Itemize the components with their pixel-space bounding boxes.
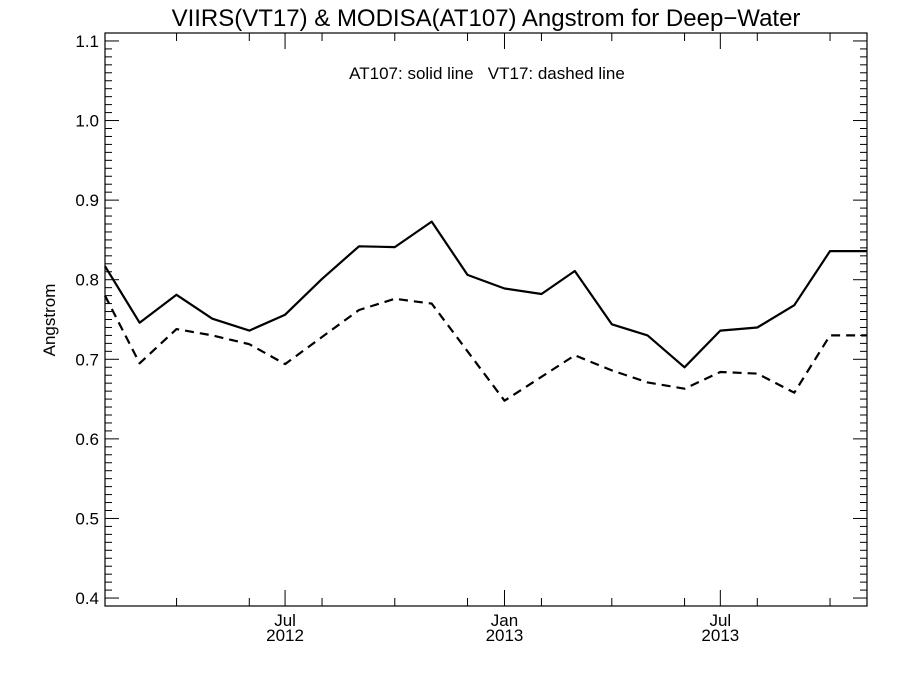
y-tick-label: 1.0 — [75, 112, 99, 131]
y-axis-label: Angstrom — [40, 284, 59, 357]
y-tick-label: 0.9 — [75, 191, 99, 210]
plot-area: 0.40.50.60.70.80.91.01.1Jul2012Jan2013Ju… — [75, 32, 868, 645]
y-tick-label: 1.1 — [75, 32, 99, 51]
legend-annotation: AT107: solid line VT17: dashed line — [349, 64, 625, 83]
y-tick-label: 0.5 — [75, 509, 99, 528]
x-tick-label-year: 2013 — [486, 626, 524, 645]
x-tick-label-year: 2012 — [266, 626, 304, 645]
y-tick-label: 0.6 — [75, 430, 99, 449]
y-tick-label: 0.4 — [75, 589, 99, 608]
y-tick-label: 0.7 — [75, 350, 99, 369]
x-tick-label-month: Jan — [491, 611, 518, 630]
plot-frame — [104, 32, 868, 607]
x-tick-label-month: Jul — [274, 611, 296, 630]
y-tick-label: 0.8 — [75, 271, 99, 290]
x-tick-label-month: Jul — [709, 611, 731, 630]
series-line-at107 — [104, 220, 867, 369]
x-tick-label-year: 2013 — [701, 626, 739, 645]
chart-title: VIIRS(VT17) & MODISA(AT107) Angstrom for… — [172, 5, 801, 32]
series-line-vt17 — [104, 295, 867, 402]
